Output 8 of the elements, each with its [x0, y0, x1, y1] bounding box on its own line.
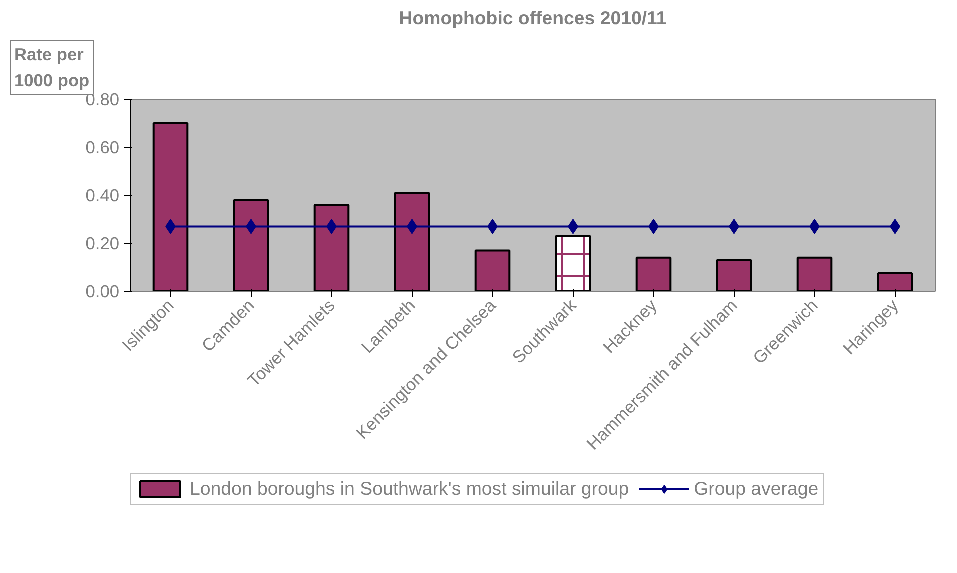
legend-label: London boroughs in Southwark's most simuilar group	[190, 478, 630, 500]
y-axis-title: Rate per 1000 pop	[14, 44, 90, 90]
y-tick-label: 0.20	[86, 234, 120, 254]
y-tick-label: 0.00	[86, 282, 120, 302]
y-tick-label: 0.40	[86, 186, 120, 206]
chart-title: Homophobic offences 2010/11	[399, 8, 667, 28]
y-tick-label: 0.60	[86, 138, 120, 158]
legend-label: Group average	[694, 478, 819, 500]
